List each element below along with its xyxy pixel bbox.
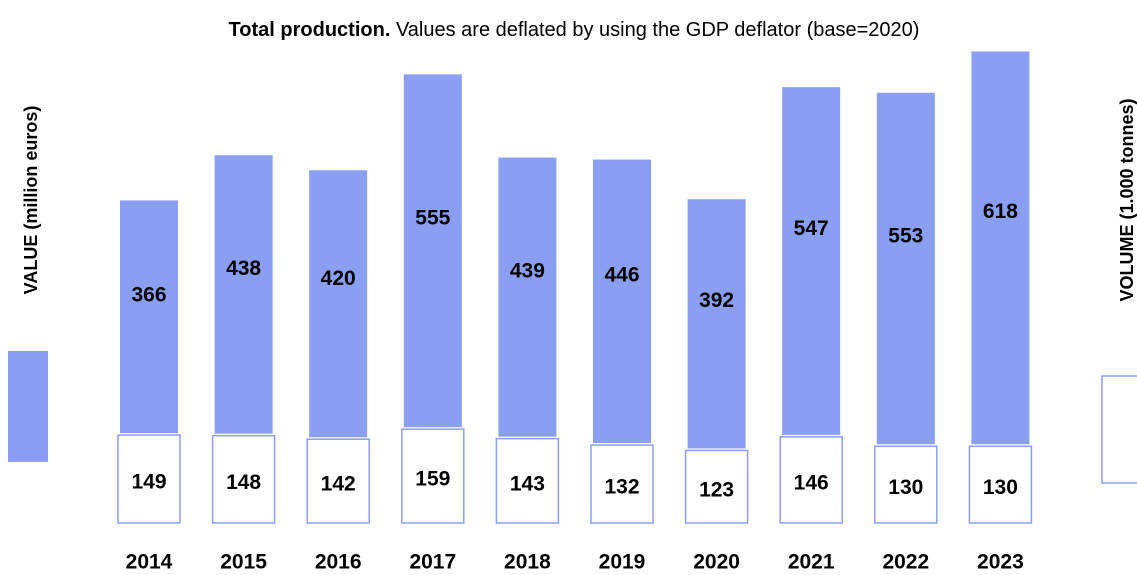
- value-label: 547: [794, 217, 829, 240]
- value-bar: [214, 155, 273, 434]
- volume-bar: [779, 436, 843, 524]
- volume-label: 130: [983, 476, 1018, 499]
- volume-bar: [968, 445, 1033, 524]
- x-tick-label: 2015: [220, 551, 267, 574]
- value-bar: [309, 170, 368, 438]
- value-label: 392: [699, 289, 734, 312]
- y-axis-label: VALUE (million euros): [21, 106, 41, 295]
- value-bar: [971, 51, 1030, 445]
- value-label: 446: [604, 263, 639, 286]
- volume-label: 130: [888, 476, 923, 499]
- x-tick-label: 2016: [315, 551, 362, 574]
- volume-label: 142: [321, 473, 356, 496]
- x-tick-label: 2023: [977, 551, 1024, 574]
- volume-bar: [306, 438, 370, 524]
- value-label: 618: [983, 200, 1018, 223]
- volume-label: 159: [415, 468, 450, 491]
- volume-bar: [874, 445, 938, 524]
- volume-label: 149: [131, 471, 166, 494]
- volume-bar: [401, 428, 465, 524]
- volume-bar: [117, 434, 181, 524]
- volume-label: 132: [604, 476, 639, 499]
- legend-swatch: [8, 351, 48, 462]
- chart-title: Total production. Values are deflated by…: [229, 19, 920, 41]
- title-text: Values are deflated by using the GDP def…: [396, 19, 920, 41]
- title-bold: Total production.: [229, 19, 391, 41]
- x-tick-label: 2014: [126, 551, 173, 574]
- volume-label: 146: [794, 471, 829, 494]
- x-tick-label: 2017: [409, 551, 456, 574]
- value-label: 555: [415, 207, 450, 230]
- value-bar: [498, 157, 557, 437]
- value-label: 439: [510, 260, 545, 283]
- value-bar: [403, 74, 462, 428]
- value-label: 553: [888, 224, 923, 247]
- x-tick-label: 2021: [788, 551, 835, 574]
- x-tick-label: 2019: [599, 551, 646, 574]
- volume-bar: [590, 444, 654, 524]
- volume-bar: [684, 449, 749, 524]
- value-bar: [876, 92, 935, 445]
- legend-swatch: [1101, 375, 1137, 484]
- y2-axis-label: VOLUME (1.000 tonnes): [1117, 98, 1137, 301]
- value-bar: [782, 87, 841, 435]
- value-label: 438: [226, 257, 261, 280]
- volume-label: 148: [226, 471, 261, 494]
- x-tick-label: 2020: [693, 551, 740, 574]
- volume-label: 143: [510, 472, 545, 495]
- volume-bar: [211, 434, 276, 524]
- value-label: 420: [321, 267, 356, 290]
- volume-label: 123: [699, 478, 734, 501]
- x-tick-label: 2018: [504, 551, 551, 574]
- value-bar: [593, 159, 651, 444]
- value-label: 366: [131, 283, 166, 306]
- value-bar: [120, 200, 178, 434]
- x-tick-label: 2022: [882, 551, 929, 574]
- value-bar: [687, 199, 746, 449]
- volume-bar: [495, 437, 560, 524]
